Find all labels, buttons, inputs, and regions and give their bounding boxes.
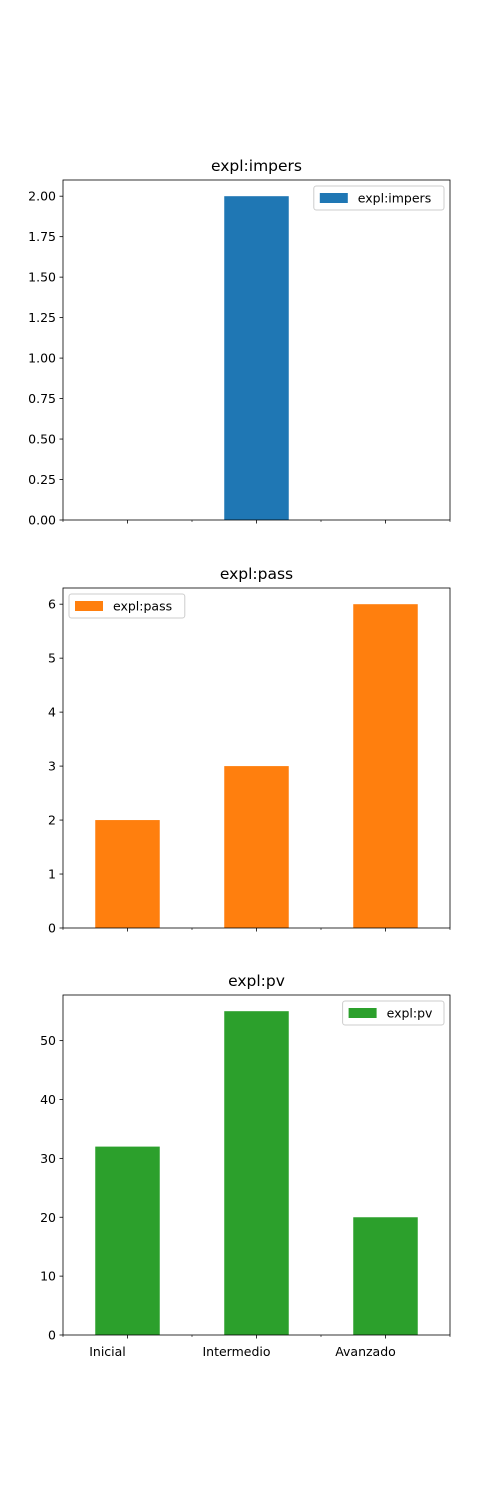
y-tick-label: 50 xyxy=(40,1033,56,1048)
y-tick-label: 1.25 xyxy=(28,310,56,325)
y-tick-label: 5 xyxy=(48,651,56,666)
legend-swatch xyxy=(348,1008,377,1018)
y-tick-label: 1.50 xyxy=(28,270,56,285)
bar-avanzado xyxy=(353,1217,418,1335)
legend-label: expl:pv xyxy=(387,1006,433,1021)
legend-swatch xyxy=(75,601,103,611)
legend-label: expl:pass xyxy=(113,599,172,614)
bar-intermedio xyxy=(224,196,289,520)
bar-intermedio xyxy=(224,1011,289,1335)
subplot-2: expl:pass 0 1 2 3 4 5 6 expl:pass xyxy=(48,565,451,936)
y-tick-label: 1.75 xyxy=(28,229,56,244)
legend-box xyxy=(68,593,186,619)
y-tick-label: 4 xyxy=(48,705,56,720)
bar-inicial xyxy=(95,1146,160,1335)
legend-box xyxy=(342,1000,445,1026)
legend-label: expl:impers xyxy=(358,191,431,206)
subplot-title: expl:pv xyxy=(228,972,285,990)
legend: expl:pv xyxy=(342,1000,445,1026)
y-tick-label: 30 xyxy=(40,1151,56,1166)
y-tick-label: 0.75 xyxy=(28,391,56,406)
legend: expl:pass xyxy=(68,593,186,619)
bar-inicial xyxy=(95,820,160,928)
legend-swatch xyxy=(319,193,348,203)
y-tick-label: 20 xyxy=(40,1210,56,1225)
legend-box xyxy=(313,185,445,211)
y-tick-label: 3 xyxy=(48,759,56,774)
y-tick-label: 2.00 xyxy=(28,189,56,204)
y-tick-label: 0 xyxy=(48,1328,56,1343)
y-tick-label: 10 xyxy=(40,1269,56,1284)
subplot-title: expl:impers xyxy=(211,157,302,175)
y-tick-label: 40 xyxy=(40,1092,56,1107)
subplot-title: expl:pass xyxy=(220,565,293,583)
subplot-1: expl:impers 0.00 0.25 0.50 0.75 1.00 1.25 1.50 1… xyxy=(28,157,451,528)
subplot-3: expl:pv 0 10 20 30 40 50 Inicial Intermedio Avanz… xyxy=(40,972,451,1359)
y-tick-label: 1.00 xyxy=(28,351,56,366)
y-tick-label: 0.50 xyxy=(28,432,56,447)
bar-avanzado xyxy=(353,604,418,928)
x-tick-label: Avanzado xyxy=(335,1344,396,1359)
y-tick-label: 0 xyxy=(48,921,56,936)
x-tick-label: Inicial xyxy=(89,1344,126,1359)
x-tick-label: Intermedio xyxy=(202,1344,270,1359)
y-tick-label: 1 xyxy=(48,867,56,882)
y-tick-label: 2 xyxy=(48,813,56,828)
y-tick-label: 6 xyxy=(48,597,56,612)
legend: expl:impers xyxy=(313,185,445,211)
y-tick-label: 0.25 xyxy=(28,472,56,487)
y-tick-label: 0.00 xyxy=(28,513,56,528)
bar-intermedio xyxy=(224,766,289,928)
